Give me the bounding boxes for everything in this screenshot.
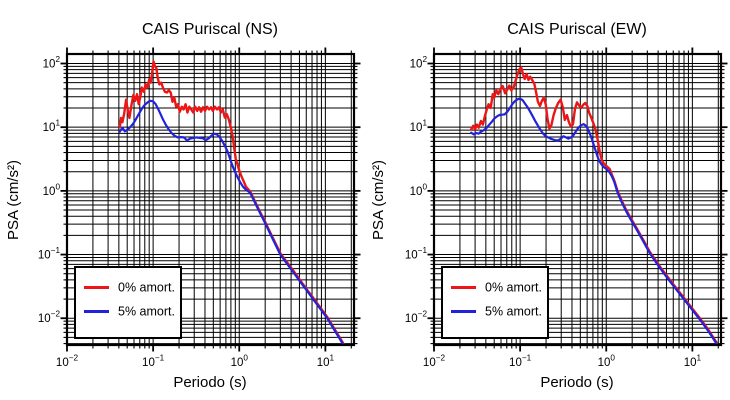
- legend-label-5pct: 5% amort.: [485, 305, 542, 319]
- chart-panel-ns: 10−2 10−1 100 101 102 101 100 10−1 10−2 CAIS Pur…: [5, 21, 361, 391]
- y-tick-label: 10−2: [38, 310, 61, 326]
- x-tick-label: 101: [317, 354, 335, 370]
- legend: 0% amort. 5% amort.: [441, 266, 549, 339]
- legend-box: [74, 266, 182, 339]
- y-axis-label: PSA (cm/s²): [370, 160, 387, 240]
- y-tick-label: 10−1: [405, 246, 428, 262]
- curves-layer: [118, 60, 345, 346]
- chart-title: CAIS Puriscal (NS): [142, 21, 278, 38]
- chart-panel-ew: 10−2 10−1 100 101 102 101 100 10−1 10−2 CAIS Pur…: [370, 21, 728, 391]
- y-tick-label: 100: [410, 182, 428, 198]
- legend: 0% amort. 5% amort.: [74, 266, 182, 339]
- x-tick-label: 10−2: [56, 354, 79, 370]
- tick-labels-layer: 10−2 10−1 100 101 102 101 100 10−1 10−2: [38, 55, 335, 369]
- chart-title: CAIS Puriscal (EW): [507, 21, 647, 38]
- plot-frame-layer: [60, 47, 361, 352]
- legend-label-5pct: 5% amort.: [118, 305, 175, 319]
- curve-5pct-amort: [470, 97, 718, 346]
- legend-label-0pct: 0% amort.: [118, 281, 175, 295]
- plot-frame: [432, 52, 723, 347]
- y-tick-label: 102: [410, 55, 428, 71]
- y-tick-label: 101: [410, 119, 428, 135]
- legend-label-0pct: 0% amort.: [485, 281, 542, 295]
- x-axis-label: Periodo (s): [173, 374, 246, 391]
- plot-frame-layer: [427, 47, 728, 352]
- y-tick-label: 10−1: [38, 246, 61, 262]
- curve-5pct-amort: [118, 99, 345, 346]
- y-axis-label: PSA (cm/s²): [5, 160, 22, 240]
- x-tick-label: 100: [231, 354, 249, 370]
- x-tick-label: 10−2: [423, 354, 446, 370]
- x-tick-label: 10−1: [509, 354, 532, 370]
- x-tick-label: 101: [684, 354, 702, 370]
- grid-layer: [433, 54, 721, 345]
- x-axis-label: Periodo (s): [540, 374, 613, 391]
- curves-layer: [469, 66, 718, 346]
- x-tick-label: 10−1: [142, 354, 165, 370]
- x-tick-label: 100: [598, 354, 616, 370]
- y-tick-label: 102: [43, 55, 61, 71]
- plot-frame: [65, 52, 356, 347]
- y-tick-label: 100: [43, 182, 61, 198]
- y-tick-label: 101: [43, 119, 61, 135]
- legend-box: [441, 266, 549, 339]
- y-tick-label: 10−2: [405, 310, 428, 326]
